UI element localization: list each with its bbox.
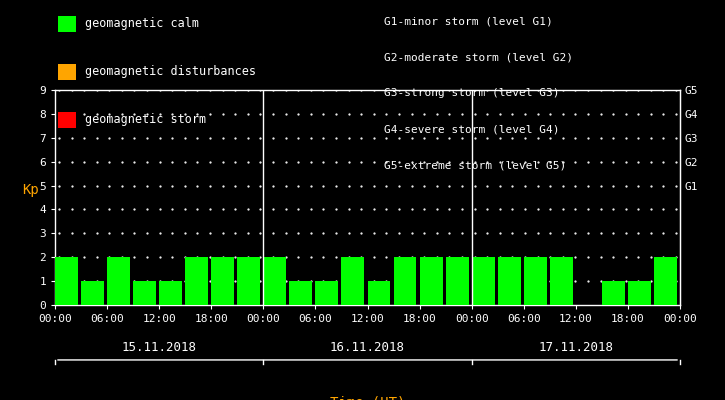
Y-axis label: Kp: Kp (22, 184, 39, 198)
Bar (185, 257, 208, 305)
Bar (315, 281, 339, 305)
Text: geomagnetic disturbances: geomagnetic disturbances (85, 66, 256, 78)
Bar (654, 257, 677, 305)
Bar (550, 257, 573, 305)
Bar (602, 281, 625, 305)
Bar (446, 257, 468, 305)
Text: 15.11.2018: 15.11.2018 (122, 341, 196, 354)
Bar (289, 281, 312, 305)
Bar (107, 257, 130, 305)
Text: geomagnetic calm: geomagnetic calm (85, 18, 199, 30)
Text: G2-moderate storm (level G2): G2-moderate storm (level G2) (384, 52, 573, 62)
Text: G1-minor storm (level G1): G1-minor storm (level G1) (384, 16, 553, 26)
Bar (394, 257, 416, 305)
Text: 17.11.2018: 17.11.2018 (539, 341, 613, 354)
Bar (420, 257, 442, 305)
Text: G5-extreme storm (level G5): G5-extreme storm (level G5) (384, 160, 566, 170)
Bar (628, 281, 651, 305)
Bar (368, 281, 391, 305)
Text: geomagnetic storm: geomagnetic storm (85, 114, 206, 126)
Text: Time (UT): Time (UT) (330, 396, 405, 400)
Bar (472, 257, 494, 305)
Bar (81, 281, 104, 305)
Text: G3-strong storm (level G3): G3-strong storm (level G3) (384, 88, 560, 98)
Bar (55, 257, 78, 305)
Bar (211, 257, 234, 305)
Bar (497, 257, 521, 305)
Text: G4-severe storm (level G4): G4-severe storm (level G4) (384, 124, 560, 134)
Bar (237, 257, 260, 305)
Bar (160, 281, 182, 305)
Bar (263, 257, 286, 305)
Text: 16.11.2018: 16.11.2018 (330, 341, 405, 354)
Bar (341, 257, 365, 305)
Bar (523, 257, 547, 305)
Bar (133, 281, 156, 305)
